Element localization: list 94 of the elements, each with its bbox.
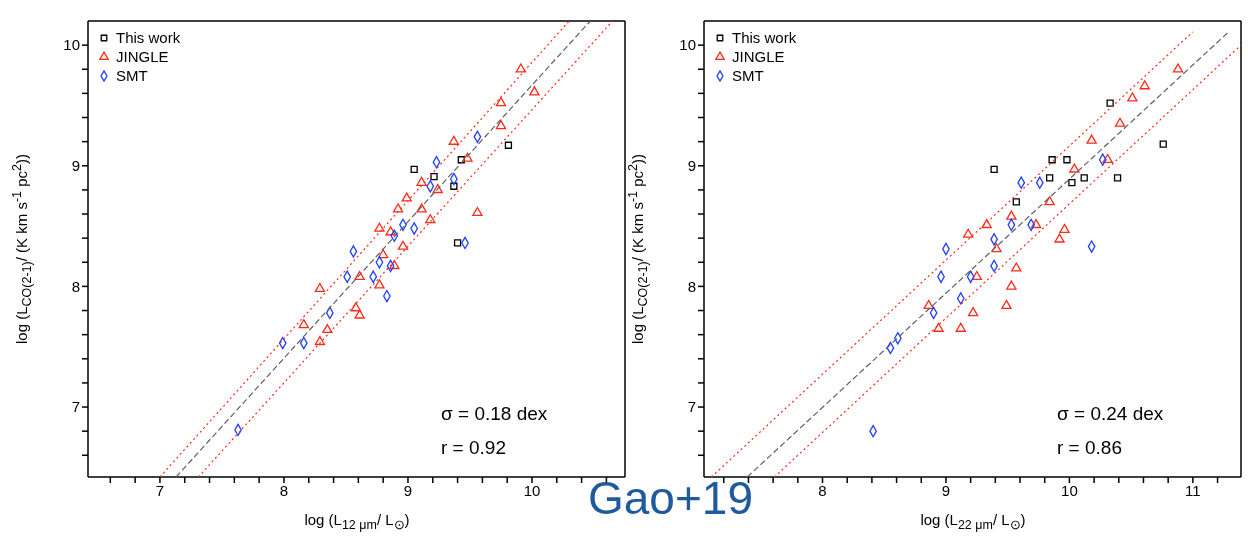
point [354, 309, 365, 319]
legend-label: This work [116, 28, 181, 47]
x-axis-title: log (L$_{12 μm}$/ L$_{⊙}$) [304, 511, 410, 532]
point [495, 97, 507, 107]
point [933, 322, 944, 332]
point [990, 165, 998, 174]
point [377, 249, 389, 259]
point [416, 176, 427, 186]
point [962, 228, 974, 238]
point [374, 222, 385, 232]
x-tick-label: 11 [1185, 481, 1201, 499]
point [425, 214, 436, 224]
y-tick-label: 7 [687, 398, 696, 416]
point [397, 240, 409, 250]
point [1001, 299, 1012, 309]
point [1113, 174, 1122, 182]
point [1054, 233, 1065, 243]
point [416, 203, 427, 213]
annotation: r = 0.92 [441, 436, 507, 460]
legend-label: SMT [116, 66, 148, 85]
y-tick-label: 9 [71, 157, 80, 175]
point [1159, 140, 1167, 148]
point [1044, 196, 1055, 206]
point [1114, 117, 1126, 127]
legend-label: This work [732, 28, 797, 47]
x-tick-label: 10 [1061, 481, 1078, 499]
point [430, 172, 438, 181]
legend-label: SMT [732, 66, 764, 85]
y-tick-label: 10 [63, 36, 80, 54]
x-tick-label: 7 [155, 481, 165, 499]
point [410, 165, 418, 174]
point [1106, 99, 1114, 107]
point [298, 319, 309, 329]
point [314, 335, 326, 346]
point [1012, 198, 1020, 206]
point [1046, 174, 1054, 182]
x-tick-label: 9 [941, 481, 951, 499]
point [1086, 134, 1097, 144]
point [1069, 163, 1080, 173]
point [923, 299, 934, 309]
point [1048, 156, 1056, 164]
x-tick-label: 9 [403, 481, 413, 499]
point [453, 239, 462, 247]
point [472, 206, 483, 217]
point [1006, 280, 1017, 290]
point [971, 270, 983, 281]
y-tick-label: 7 [71, 398, 80, 416]
point [504, 141, 513, 149]
point [322, 323, 333, 334]
point [385, 226, 396, 236]
point [495, 120, 507, 130]
y-tick-label: 10 [679, 36, 696, 54]
y-tick-label: 8 [71, 277, 80, 295]
point [389, 259, 400, 270]
annotation: σ = 0.24 dex [1057, 402, 1164, 426]
point [1102, 153, 1113, 164]
point [448, 135, 460, 145]
point [392, 203, 404, 213]
point [1139, 80, 1150, 90]
point [1006, 210, 1017, 220]
point [1127, 92, 1138, 102]
point [1068, 179, 1076, 187]
point [1063, 156, 1071, 164]
legend-label: JINGLE [116, 47, 169, 66]
point [1080, 174, 1088, 182]
point [1011, 262, 1022, 272]
legend-label: JINGLE [732, 47, 785, 66]
annotation: Gao+19 [588, 471, 753, 525]
annotation: σ = 0.18 dex [441, 402, 548, 426]
x-tick-label: 10 [523, 481, 541, 499]
y-tick-label: 9 [687, 157, 696, 175]
point [991, 243, 1002, 253]
point [529, 86, 540, 96]
point [462, 152, 473, 162]
point [1059, 223, 1070, 233]
point [450, 182, 458, 190]
x-axis-title: log (L$_{22 μm}$/ L$_{⊙}$) [920, 511, 1026, 532]
point [1030, 218, 1042, 229]
annotation: r = 0.86 [1057, 436, 1123, 460]
y-tick-label: 8 [687, 277, 696, 295]
x-tick-label: 8 [818, 481, 827, 499]
point [354, 270, 365, 281]
point [955, 322, 966, 332]
point [374, 279, 385, 289]
x-tick-label: 8 [279, 481, 289, 499]
point [981, 218, 992, 229]
point [1172, 63, 1184, 73]
point [967, 307, 979, 317]
point [314, 282, 326, 293]
point [432, 183, 443, 194]
point [457, 156, 465, 164]
point [401, 192, 412, 202]
point [515, 63, 527, 73]
point [350, 302, 362, 312]
